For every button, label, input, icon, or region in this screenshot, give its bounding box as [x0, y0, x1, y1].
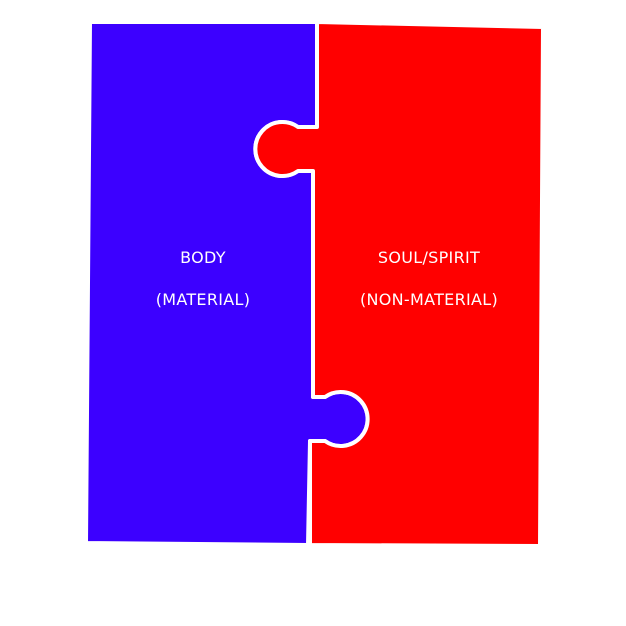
- puzzle-piece-soul-spirit: [253, 20, 545, 548]
- soul-spirit-label: SOUL/SPIRIT: [378, 248, 480, 267]
- body-label: BODY: [180, 248, 226, 267]
- non-material-label: (NON-MATERIAL): [360, 290, 498, 309]
- material-label: (MATERIAL): [156, 290, 251, 309]
